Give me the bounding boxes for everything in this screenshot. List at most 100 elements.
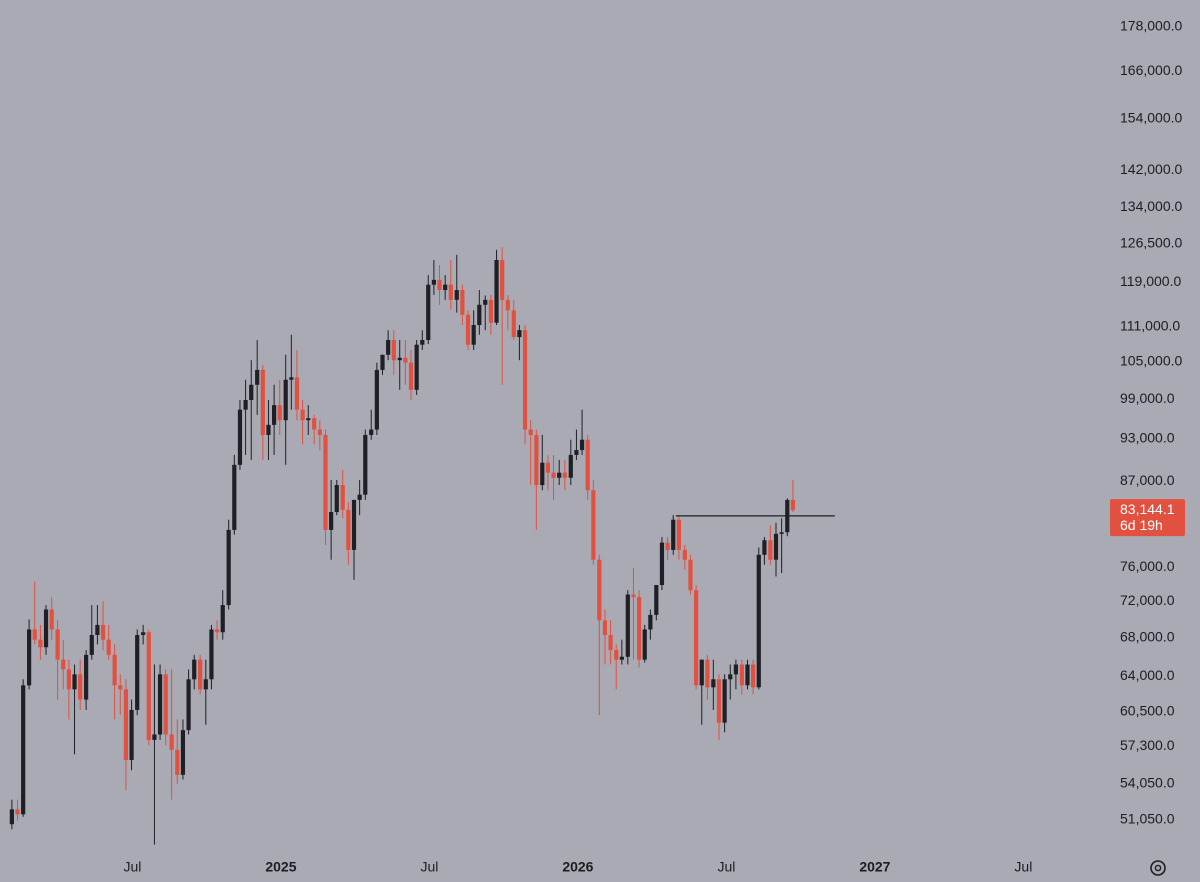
y-tick-label: 93,000.0: [1120, 430, 1175, 446]
candle: [283, 354, 288, 465]
candle: [688, 554, 693, 595]
candle-body: [249, 384, 254, 400]
candle-body: [152, 734, 157, 740]
y-tick-label: 134,000.0: [1120, 198, 1182, 214]
candle: [426, 275, 431, 345]
candle-body: [443, 284, 448, 291]
candle: [61, 639, 66, 690]
candle: [49, 597, 54, 640]
price-badge: [1110, 499, 1185, 537]
candle-body: [448, 284, 453, 300]
candle-body: [380, 354, 385, 370]
y-tick-label: 111,000.0: [1120, 317, 1180, 333]
candle: [448, 259, 453, 310]
candle: [84, 650, 89, 710]
candle-body: [631, 594, 636, 598]
candle-body: [614, 650, 619, 660]
x-tick-label: 2025: [265, 859, 296, 875]
candle-body: [454, 290, 459, 300]
candle: [711, 659, 716, 710]
candle: [192, 654, 197, 690]
candle: [391, 330, 396, 375]
candle-body: [460, 290, 465, 315]
candle: [597, 554, 602, 716]
candle-body: [255, 369, 260, 385]
candle-body: [272, 405, 277, 425]
candle: [334, 479, 339, 516]
candle-body: [118, 685, 123, 690]
candle-body: [226, 529, 231, 606]
settings-icon[interactable]: [1150, 860, 1166, 876]
candle-body: [374, 369, 379, 430]
candle: [351, 499, 357, 580]
candle: [494, 249, 499, 325]
candle: [631, 568, 636, 660]
candle-body: [585, 439, 590, 491]
y-tick-label: 166,000.0: [1120, 62, 1182, 78]
candle: [648, 609, 653, 640]
candle: [790, 479, 796, 513]
candle-body: [135, 635, 140, 710]
candle-body: [545, 462, 551, 473]
candle: [152, 664, 157, 845]
candle-body: [66, 669, 71, 690]
candle-body: [214, 629, 220, 633]
candle-body: [505, 299, 510, 311]
candle: [779, 518, 784, 574]
candle-body: [619, 656, 624, 660]
price-badge-label: 83,144.1: [1120, 501, 1175, 517]
candle: [397, 340, 402, 390]
candle-body: [306, 418, 311, 421]
candle-body: [790, 499, 796, 511]
candle-body: [232, 464, 237, 530]
candle-body: [625, 594, 630, 657]
candle-body: [243, 399, 248, 410]
candle: [118, 674, 123, 716]
candle-body: [351, 499, 357, 550]
y-tick-label: 126,500.0: [1120, 234, 1182, 250]
candle: [249, 360, 254, 460]
candle: [471, 310, 476, 351]
y-tick-label: 54,050.0: [1120, 774, 1175, 790]
candle: [785, 498, 790, 537]
candle: [608, 620, 613, 665]
candle-body: [329, 512, 334, 530]
candle: [169, 669, 174, 800]
candle-body: [420, 340, 425, 345]
candle: [659, 537, 665, 591]
y-tick-label: 119,000.0: [1120, 273, 1181, 289]
candle: [163, 669, 168, 746]
candle-body: [665, 542, 670, 550]
candle-body: [397, 357, 402, 361]
candle: [619, 639, 624, 665]
candle: [568, 439, 573, 486]
candle-body: [694, 590, 699, 686]
candle: [123, 679, 129, 791]
candle-body: [676, 519, 681, 550]
candle-body: [408, 362, 414, 390]
candle-body: [27, 629, 32, 686]
candle-body: [346, 509, 351, 550]
candle-body: [579, 439, 585, 451]
candle-body: [157, 674, 163, 735]
candle: [112, 644, 117, 720]
candle: [540, 434, 545, 491]
candle-body: [540, 462, 545, 486]
candle: [72, 664, 77, 755]
candle: [614, 644, 619, 690]
candle-body: [266, 424, 271, 435]
candle-body: [745, 664, 750, 686]
candle-body: [517, 330, 522, 338]
candle: [739, 659, 744, 695]
candle: [545, 454, 551, 491]
y-tick-label: 87,000.0: [1120, 472, 1175, 488]
y-tick-label: 76,000.0: [1120, 558, 1175, 574]
candle-body: [773, 533, 779, 560]
gear-hub: [1154, 864, 1162, 872]
candle: [157, 664, 163, 740]
x-tick-label: 2027: [859, 859, 890, 875]
candle-body: [32, 629, 37, 640]
candle: [9, 799, 14, 830]
candle: [420, 330, 425, 351]
